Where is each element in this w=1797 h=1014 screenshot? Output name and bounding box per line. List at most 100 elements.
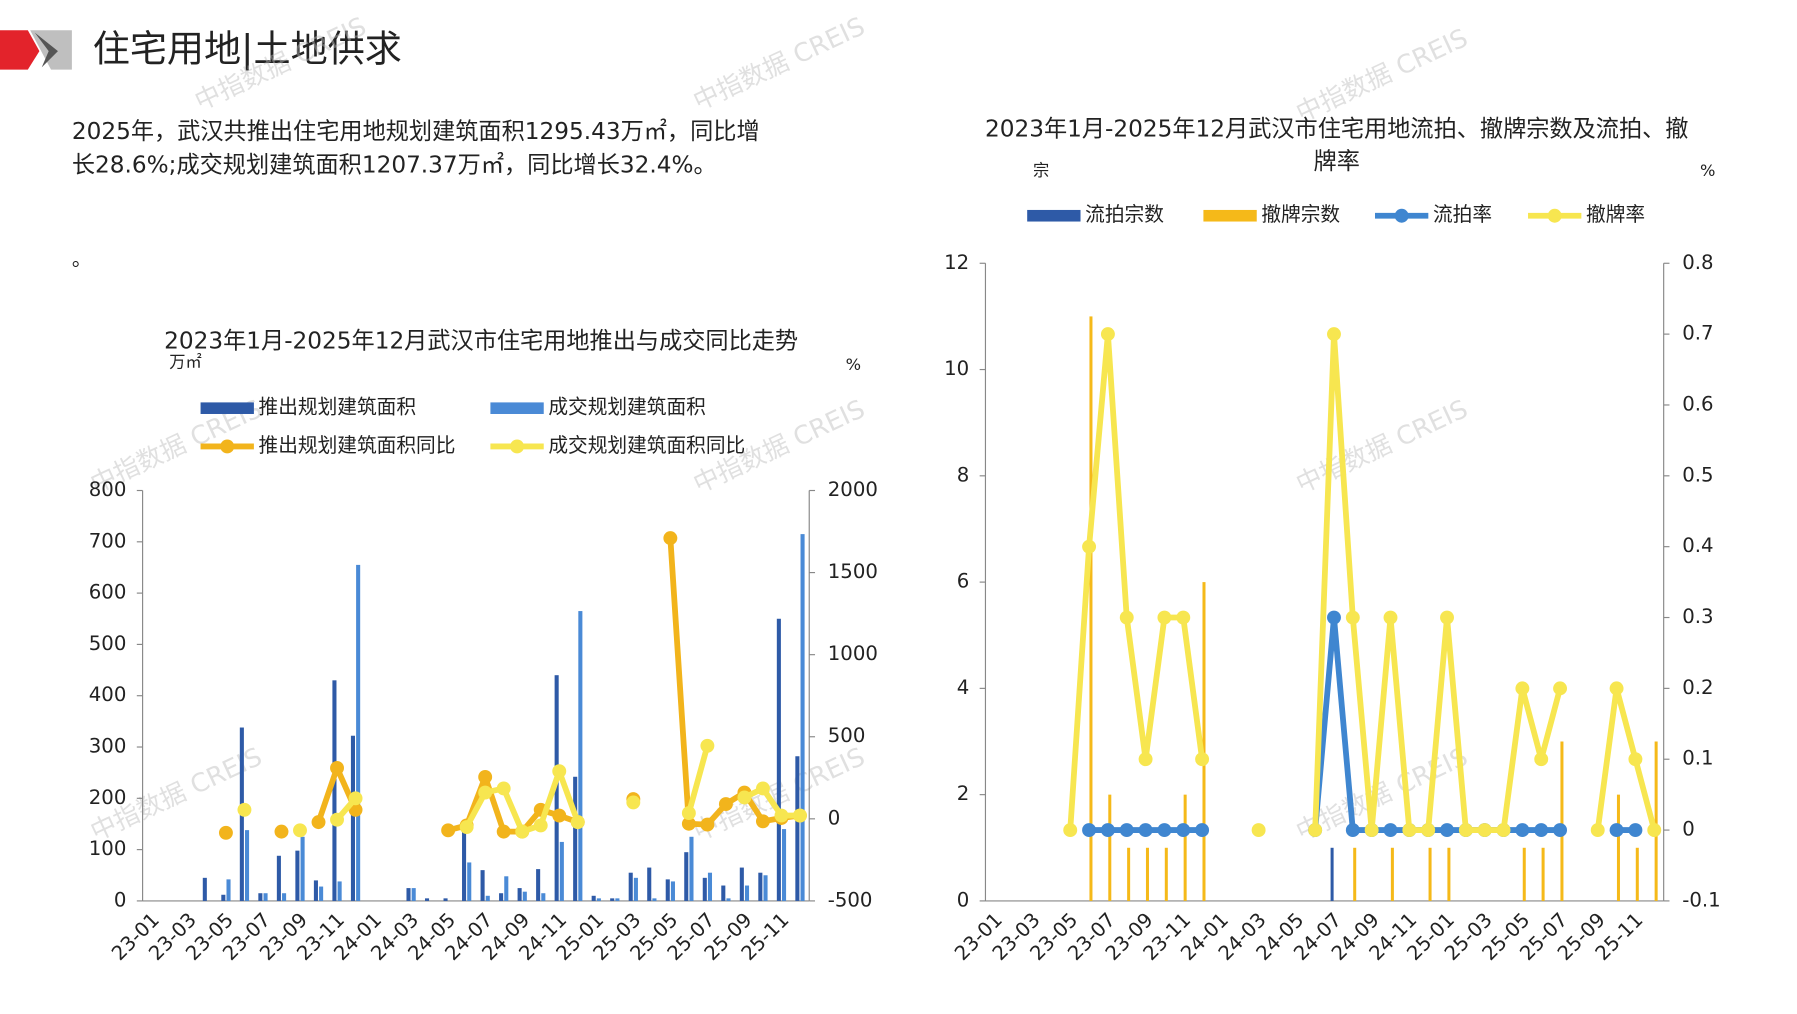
bar (485, 895, 490, 901)
line (686, 745, 711, 814)
bar (245, 830, 250, 901)
bar (1390, 847, 1394, 901)
bar (689, 836, 694, 901)
logo-red (0, 30, 40, 70)
bar (776, 618, 781, 901)
line-marker (1609, 681, 1624, 696)
line-marker (218, 825, 233, 840)
watermark: 中指数据 CREIS (689, 12, 870, 118)
chart-title: 2023年1月-2025年12月武汉市住宅用地流拍、撤牌宗数及流拍、撤 (985, 115, 1689, 142)
line-marker (1647, 823, 1662, 838)
line-marker (1458, 823, 1473, 838)
line-marker (663, 531, 678, 546)
line-marker (478, 770, 493, 784)
bar (1145, 847, 1149, 901)
line-marker (1534, 823, 1549, 838)
chart-title: 牌率 (1314, 148, 1360, 175)
page-title: 住宅用地|土地供求 (93, 28, 402, 72)
line-marker (681, 816, 696, 831)
line-marker (1553, 823, 1568, 838)
line-marker (1119, 823, 1134, 838)
bar (782, 829, 787, 901)
line-marker (1345, 823, 1360, 838)
line-marker (1383, 610, 1398, 625)
bar (702, 877, 707, 901)
bar (726, 898, 731, 901)
bar (522, 891, 527, 901)
bar (1635, 847, 1639, 901)
bar (665, 879, 670, 901)
bar (800, 534, 805, 901)
y2-tick-label: -500 (828, 888, 873, 911)
bar (300, 836, 305, 901)
line-marker (1327, 327, 1341, 342)
bar (350, 735, 355, 901)
line-marker (496, 824, 511, 839)
y2-tick-label: 0.8 (1682, 251, 1713, 274)
line-marker (1327, 610, 1341, 625)
line-marker (330, 760, 344, 775)
bar (282, 893, 287, 901)
line-marker (1063, 823, 1078, 838)
y-tick-label: 8 (957, 463, 970, 486)
bar (541, 893, 546, 901)
bar (633, 877, 638, 901)
bar (202, 877, 207, 901)
line-marker (718, 797, 733, 812)
y-axis-unit: 万㎡ (169, 352, 201, 371)
y-tick-label: 6 (957, 570, 970, 593)
line-marker (330, 812, 344, 827)
y2-tick-label: 0 (828, 806, 841, 829)
bar (221, 894, 226, 901)
bar (610, 898, 615, 901)
line-marker (1138, 823, 1153, 838)
bar (504, 876, 509, 901)
bar (258, 893, 263, 901)
y-tick-label: 400 (89, 683, 127, 706)
bar (652, 898, 657, 901)
line-marker (681, 806, 696, 821)
line-marker (570, 815, 585, 830)
line-marker (515, 824, 530, 839)
y2-axis-unit: % (846, 355, 861, 374)
line-marker (274, 824, 289, 839)
y2-tick-label: 1000 (828, 642, 878, 665)
bar (1089, 316, 1093, 901)
legend-swatch (220, 439, 235, 454)
line-marker (1157, 823, 1172, 838)
y-tick-label: 12 (944, 251, 969, 274)
y-tick-label: 0 (114, 888, 127, 911)
line-marker (1534, 752, 1549, 767)
bar (559, 841, 564, 901)
bar (744, 885, 750, 901)
y-tick-label: 600 (89, 581, 127, 604)
line-marker (1195, 752, 1210, 767)
legend-swatch (1394, 208, 1409, 223)
note: 。 (72, 247, 92, 270)
y2-tick-label: 1500 (828, 560, 878, 583)
watermark: 中指数据 CREIS (1292, 394, 1473, 500)
bar (1127, 847, 1131, 901)
line-marker (1345, 610, 1360, 625)
bar (411, 888, 416, 901)
bar (536, 869, 541, 901)
bar (517, 888, 522, 901)
bar (1202, 582, 1206, 901)
bar (591, 895, 596, 901)
legend-label: 流拍率 (1433, 203, 1492, 226)
line-marker (700, 817, 715, 832)
bar (628, 872, 633, 901)
bar (263, 893, 268, 901)
line (743, 785, 800, 819)
y-tick-label: 4 (957, 676, 970, 699)
line (1594, 685, 1658, 831)
line-marker (1308, 823, 1323, 838)
line-marker (1383, 823, 1398, 838)
paragraph-line: 长28.6%;成交规划建筑面积1207.37万㎡，同比增长32.4%。 (72, 151, 717, 178)
legend-swatch (1027, 209, 1081, 222)
y-tick-label: 500 (89, 632, 127, 655)
bar (480, 870, 485, 901)
bar (467, 862, 472, 901)
line-marker (1100, 823, 1115, 838)
